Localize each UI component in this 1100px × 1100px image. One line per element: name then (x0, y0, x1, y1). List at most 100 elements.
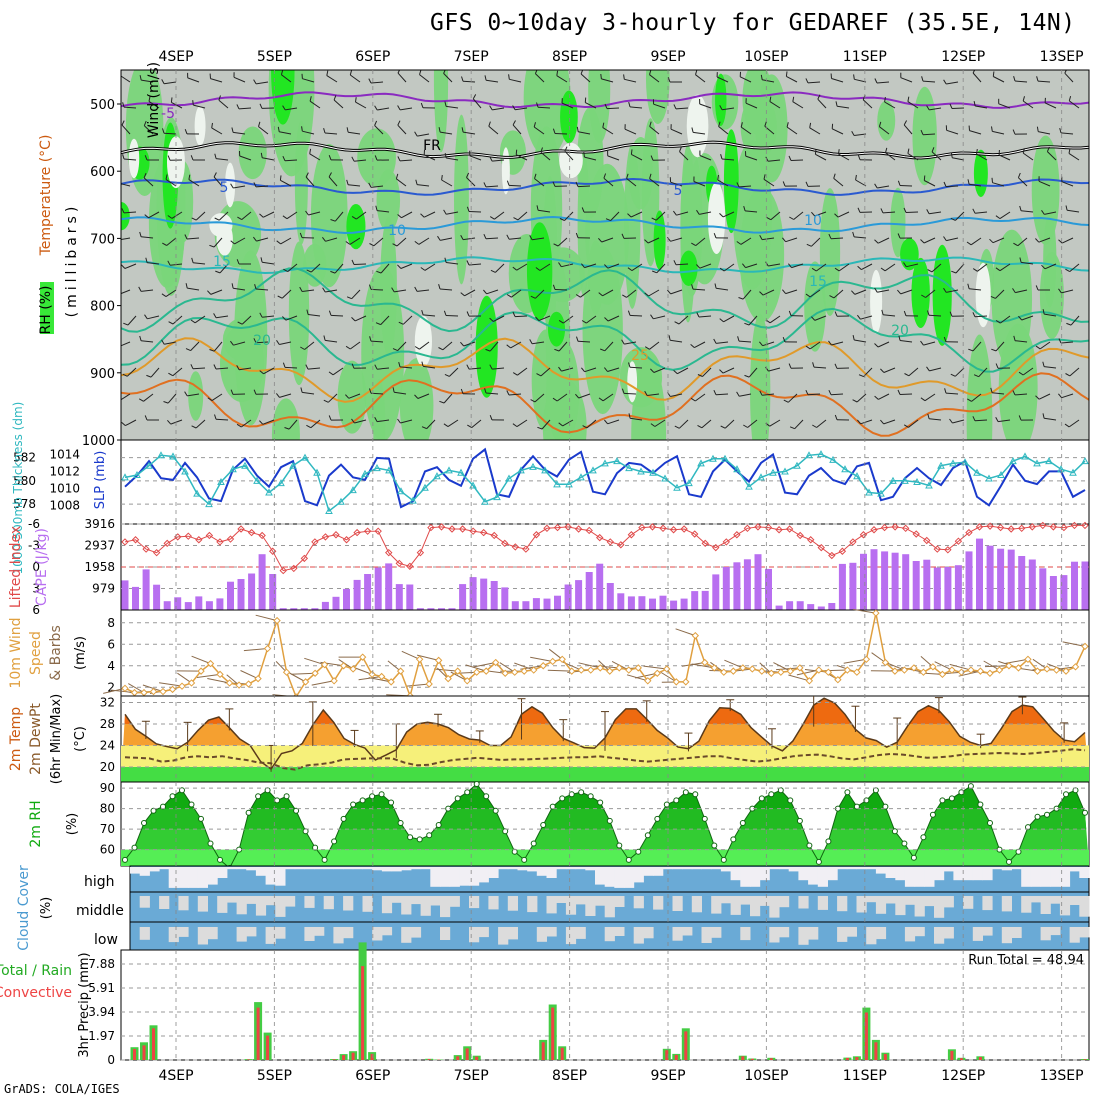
wind-barb-flag (230, 240, 235, 245)
wind10m-point (881, 658, 890, 667)
wind-barb (463, 237, 476, 241)
wind-barb (716, 76, 729, 83)
wind-barb (171, 101, 183, 109)
wind-barb-flag (805, 181, 809, 187)
wind-barb-flag (215, 270, 221, 274)
date-label-bottom: 12SEP (941, 1068, 985, 1084)
cloud-mid-clear (759, 896, 770, 906)
wind-barb (141, 79, 154, 83)
wind-barb (171, 211, 183, 219)
wind-barb-flag (305, 172, 309, 178)
cloud-mid-clear (924, 896, 935, 907)
wind-barb (786, 126, 798, 135)
precip-convective-bar (342, 1055, 346, 1060)
date-label-top: 8SEP (552, 49, 587, 65)
cloud-mid-clear (236, 896, 247, 915)
freezing-contour-core (121, 141, 1089, 159)
precip-unit-label: 3hr Precip (mm) (77, 952, 92, 1057)
rh2m-point (530, 840, 537, 847)
wind10m-point (891, 667, 899, 675)
wind-barb (833, 178, 844, 187)
thickness-point (889, 476, 897, 484)
wind-barb (1070, 315, 1080, 326)
wind-barb-flag (306, 269, 312, 273)
wind-barb (855, 179, 867, 187)
thickness-point (121, 473, 129, 481)
wind10m-point (463, 677, 471, 685)
cloud-high-clear (420, 867, 431, 870)
wind-barb-flag (258, 121, 261, 127)
rh2m-point (397, 820, 404, 826)
wind-barb (654, 419, 666, 427)
wind-barb (143, 125, 154, 135)
wind-barb-flag (552, 397, 558, 402)
wind-barb (308, 211, 321, 216)
wind-barb (418, 237, 430, 245)
wind-barb-flag (282, 316, 287, 321)
rh2m-point (293, 807, 300, 814)
cape-bar (933, 567, 941, 610)
wind-barb (630, 417, 643, 421)
wind-barb-flag (1036, 76, 1039, 82)
wind-barb-flag (852, 231, 855, 238)
wind-barb-flag (116, 343, 119, 347)
lifted-index-point (828, 551, 836, 560)
wind-barb-flag (782, 181, 786, 187)
wind-barb (495, 263, 505, 273)
wind-barb (241, 315, 252, 325)
wind-barb (424, 263, 436, 271)
cloud-low-clear (972, 927, 983, 941)
wind-barb (194, 315, 206, 324)
wind10m-point (1005, 662, 1013, 670)
lifted-index-point (448, 525, 456, 533)
cape-bar (817, 606, 825, 610)
cape-bar (237, 579, 245, 610)
wind-barb-flag (414, 394, 419, 399)
rh2m-point (378, 791, 385, 798)
wind-barb (769, 101, 781, 109)
wind10m-barb (291, 672, 316, 675)
wind-barb-flag (1035, 345, 1041, 350)
cloud-high-clear (769, 867, 780, 870)
wind-barb-flag (374, 155, 378, 161)
cape-bar (944, 567, 952, 610)
wind-barb (924, 393, 936, 402)
rh2m-point (331, 838, 338, 845)
wind10m-point (919, 668, 928, 676)
wind-barb (284, 366, 298, 369)
wind-barb-flag (415, 179, 418, 185)
wind-barb (694, 341, 706, 349)
wind-barb (678, 419, 689, 429)
wind-barb-flag (604, 419, 608, 425)
wind-barb (494, 211, 505, 220)
wind10m-barb (352, 666, 373, 675)
wind-barb (469, 155, 482, 161)
cloud-low-clear (139, 927, 150, 940)
wind-barb-flag (144, 314, 148, 320)
wind-barb (998, 103, 1011, 109)
thickness-point (133, 470, 141, 479)
wind-barb-flag (989, 238, 994, 244)
cape-bar (954, 565, 962, 610)
cape-bar (469, 577, 477, 610)
wind-barb (648, 289, 660, 297)
rh-patch (577, 107, 604, 219)
wind-barb (877, 237, 890, 244)
thickness-point (793, 461, 801, 469)
wind-barb (192, 367, 206, 370)
wind-barb (929, 367, 942, 372)
wind-barb-flag (1012, 288, 1016, 293)
wind-barb (284, 159, 298, 162)
thickness-point (385, 466, 393, 474)
date-label-bottom: 8SEP (552, 1068, 587, 1084)
rh2m-point (882, 803, 889, 810)
wind-barb-flag (300, 387, 303, 393)
wind-barb-flag (627, 267, 633, 272)
cloud-high-clear (236, 867, 247, 870)
cloud-high-clear (720, 867, 732, 872)
wind10m-point (1033, 667, 1042, 675)
wind-barb-flag (333, 95, 337, 101)
wind10m-point (967, 666, 975, 674)
wind-barb-flag (1036, 126, 1039, 132)
wind-barb-flag (783, 399, 789, 403)
